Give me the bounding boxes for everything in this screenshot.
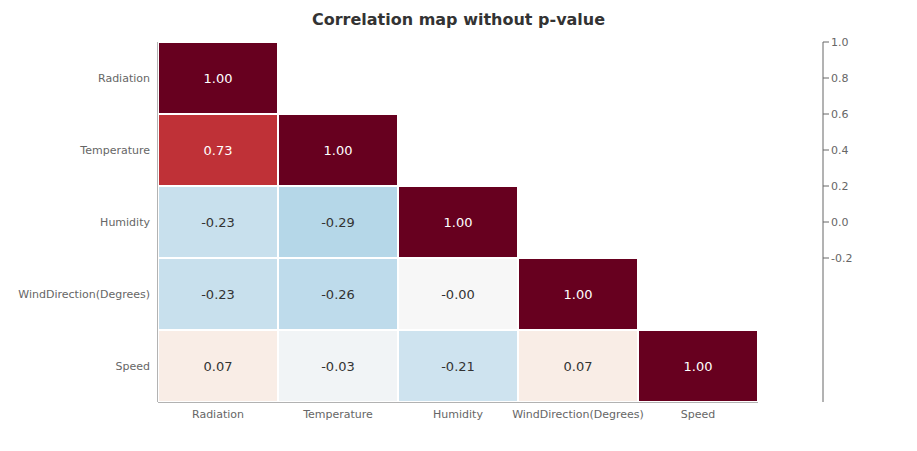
svg-text:Speed: Speed <box>681 408 715 421</box>
svg-text:1.00: 1.00 <box>564 287 593 302</box>
svg-text:1.0: 1.0 <box>831 36 849 49</box>
svg-text:0.0: 0.0 <box>831 216 849 229</box>
svg-text:Temperature: Temperature <box>302 408 373 421</box>
svg-text:Humidity: Humidity <box>100 216 150 229</box>
svg-text:-0.00: -0.00 <box>441 287 475 302</box>
svg-text:Radiation: Radiation <box>192 408 244 421</box>
svg-text:-0.23: -0.23 <box>201 215 235 230</box>
svg-text:-0.26: -0.26 <box>321 287 355 302</box>
svg-text:0.07: 0.07 <box>204 359 233 374</box>
svg-text:0.2: 0.2 <box>831 180 849 193</box>
svg-text:Radiation: Radiation <box>98 72 150 85</box>
svg-text:-0.2: -0.2 <box>831 252 852 265</box>
svg-text:1.00: 1.00 <box>204 71 233 86</box>
svg-text:Temperature: Temperature <box>79 144 150 157</box>
svg-text:1.00: 1.00 <box>444 215 473 230</box>
svg-text:Humidity: Humidity <box>433 408 483 421</box>
svg-text:0.8: 0.8 <box>831 72 849 85</box>
svg-text:1.00: 1.00 <box>684 359 713 374</box>
html-text:Correlation map without p-valu: Correlation map without p-value <box>311 10 606 29</box>
svg-text:WindDirection(Degrees): WindDirection(Degrees) <box>18 288 150 301</box>
svg-text:-0.23: -0.23 <box>201 287 235 302</box>
svg-text:0.73: 0.73 <box>204 143 233 158</box>
svg-text:Speed: Speed <box>116 360 150 373</box>
svg-text:0.6: 0.6 <box>831 108 849 121</box>
svg-text:-0.29: -0.29 <box>321 215 355 230</box>
svg-text:WindDirection(Degrees): WindDirection(Degrees) <box>512 408 644 421</box>
svg-text:0.4: 0.4 <box>831 144 849 157</box>
svg-text:1.00: 1.00 <box>324 143 353 158</box>
svg-text:0.07: 0.07 <box>564 359 593 374</box>
svg-text:-0.21: -0.21 <box>441 359 475 374</box>
svg-text:-0.03: -0.03 <box>321 359 355 374</box>
